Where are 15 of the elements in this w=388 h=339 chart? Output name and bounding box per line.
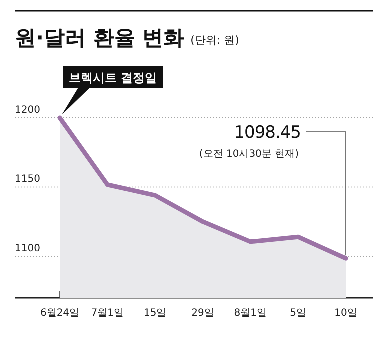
y-tick-label: 1200	[15, 105, 40, 116]
x-tick-label: 10일	[334, 308, 358, 319]
y-tick-label: 1150	[15, 174, 40, 186]
y-tick-label: 1100	[15, 243, 40, 254]
chart-title: 원·달러 환율 변화	[15, 26, 185, 50]
data-label: 1098.45	[234, 123, 301, 143]
x-tick-label: 6월24일	[40, 308, 80, 319]
x-tick-label: 5일	[290, 308, 307, 319]
x-tick-label: 7월1일	[91, 308, 124, 319]
chart-subtitle: (단위: 원)	[190, 34, 240, 47]
x-tick-label: 15일	[144, 308, 167, 319]
x-tick-label: 8월1일	[234, 308, 268, 319]
callout-pointer: 브렉시트 결정일	[62, 66, 164, 115]
annotation: (오전 10시30분 현재)	[199, 149, 300, 160]
x-tick-label: 29일	[192, 308, 214, 319]
